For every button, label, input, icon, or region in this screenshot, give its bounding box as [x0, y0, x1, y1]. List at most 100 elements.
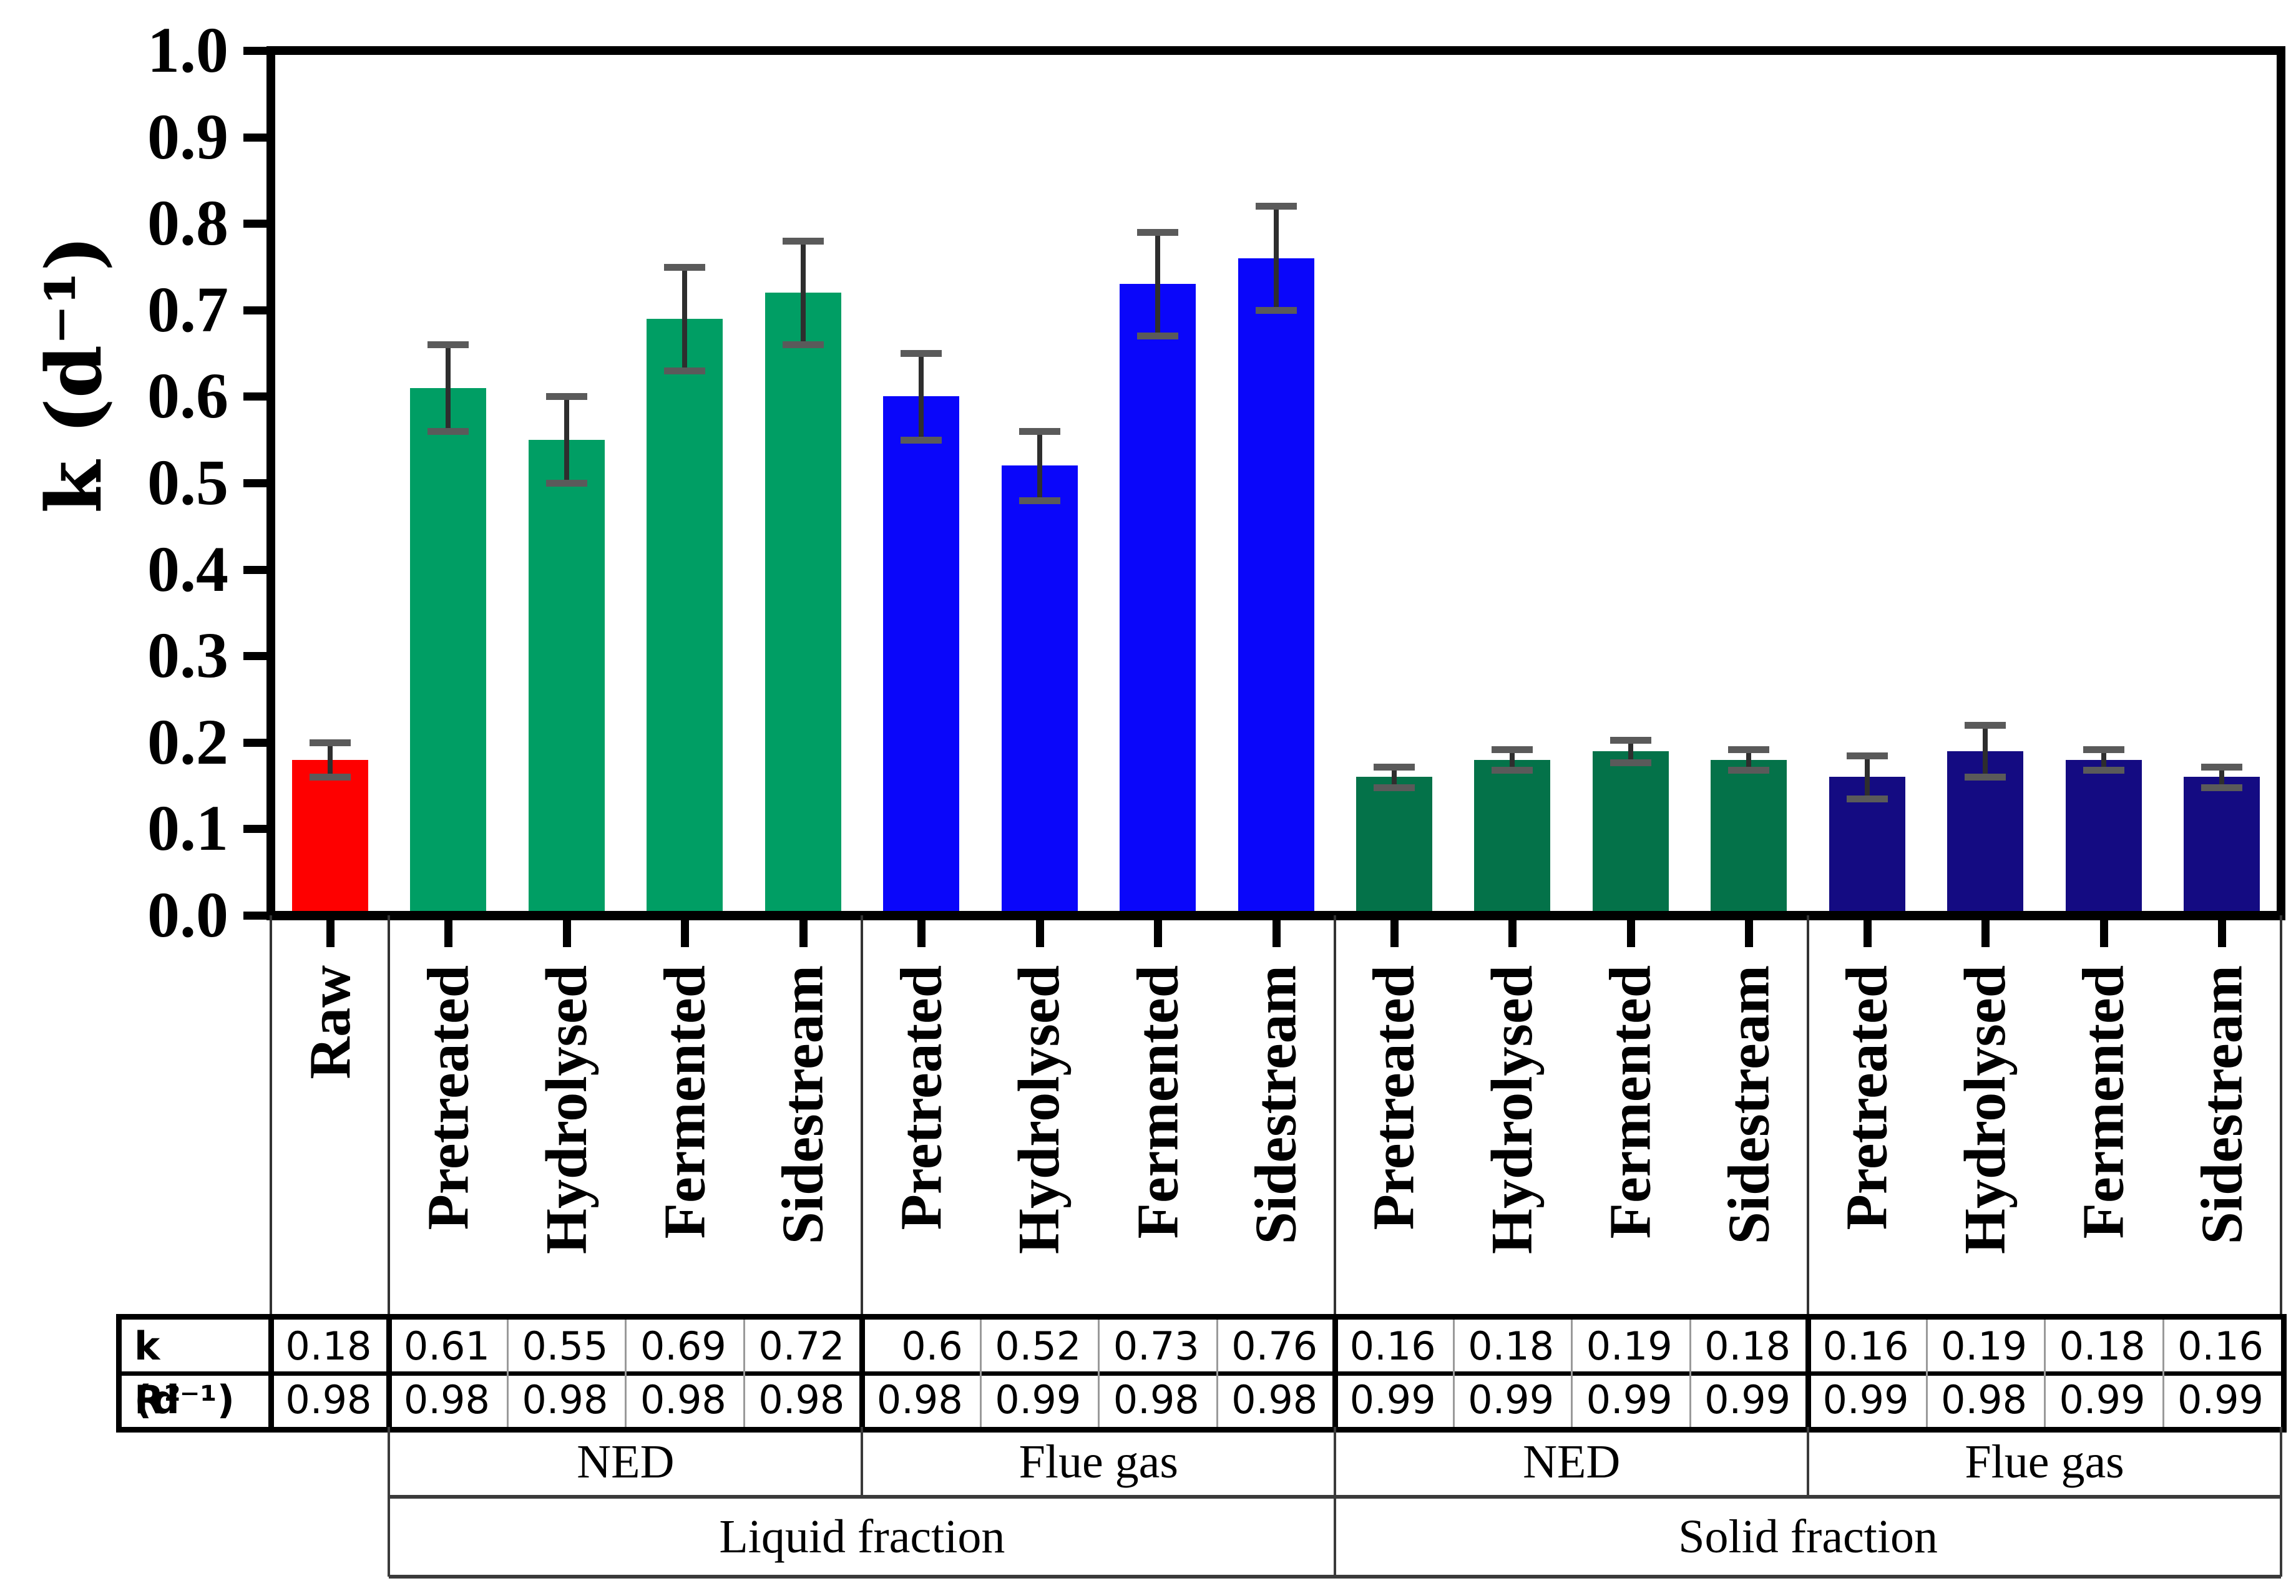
- error-bar-whisker: [446, 344, 451, 431]
- table-cell-border: [625, 1320, 627, 1427]
- x-axis-tick: [2218, 920, 2227, 947]
- error-bar-whisker: [1155, 232, 1161, 336]
- table-cell-border: [1689, 1320, 1691, 1427]
- x-axis-category-text: Pretreated: [889, 965, 954, 1230]
- y-axis-tick: [243, 565, 271, 574]
- table-group-border: [859, 1320, 866, 1427]
- y-axis-tick-label: 0.3: [147, 620, 228, 692]
- x-axis-tick: [681, 920, 690, 947]
- error-bar-whisker: [2101, 749, 2106, 771]
- table-cell-value: 0.99: [1349, 1377, 1436, 1423]
- x-axis-tick: [1508, 920, 1517, 947]
- table-cell-value: 0.98: [640, 1377, 726, 1423]
- table-cell-value: 0.99: [1586, 1377, 1673, 1423]
- error-bar-cap-top: [664, 263, 706, 271]
- x-axis-category-text: Raw: [297, 965, 363, 1079]
- x-axis-category-text: Pretreated: [416, 965, 481, 1230]
- table-cell-border: [2162, 1320, 2164, 1427]
- table-cell-value: 0.16: [2177, 1323, 2264, 1369]
- table-cell-value: 0.18: [1468, 1323, 1555, 1369]
- error-bar-cap-bottom: [309, 774, 351, 781]
- x-axis-category-text: Fermented: [2071, 965, 2136, 1239]
- table-cell-value: 0.18: [1704, 1323, 1791, 1369]
- x-axis-category-text: Sidestream: [1716, 965, 1782, 1245]
- error-bar-cap-bottom: [1492, 767, 1533, 774]
- table-cell-value: 0.99: [1822, 1377, 1909, 1423]
- bar: [883, 396, 960, 915]
- plot-right-spine: [2277, 46, 2285, 920]
- error-bar-cap-top: [1965, 722, 2006, 729]
- error-bar-cap-bottom: [664, 367, 706, 374]
- table-cell-value: 0.98: [1231, 1377, 1318, 1423]
- table-cell-border: [1571, 1320, 1573, 1427]
- error-bar-cap-top: [1610, 736, 1651, 744]
- bar: [528, 439, 605, 915]
- group-row-border: [861, 1427, 864, 1497]
- y-axis-tick-label: 0.4: [147, 533, 228, 605]
- error-bar-whisker: [919, 353, 924, 440]
- x-axis-tick: [1390, 920, 1399, 947]
- error-bar-cap-top: [2083, 746, 2124, 753]
- error-bar-cap-top: [1255, 203, 1297, 210]
- y-axis-tick: [243, 133, 271, 142]
- table-row-header: R²: [134, 1377, 181, 1423]
- bar: [765, 293, 841, 915]
- table-cell-value: 0.19: [1941, 1323, 2028, 1369]
- x-axis-category-text: Hydrolysed: [1480, 965, 1545, 1255]
- x-axis-tick: [1035, 920, 1044, 947]
- x-axis-category-text: Hydrolysed: [1007, 965, 1072, 1255]
- y-axis-tick: [243, 47, 271, 55]
- error-bar-cap-top: [1137, 229, 1179, 236]
- table-cell-border: [1098, 1320, 1100, 1427]
- x-axis-tick: [917, 920, 926, 947]
- table-cell-value: 0.76: [1231, 1323, 1318, 1369]
- table-cell-value: 0.16: [1822, 1323, 1909, 1369]
- group-row-border: [2280, 1427, 2282, 1497]
- table-outer-border: [116, 1314, 2287, 1433]
- y-axis-tick: [243, 392, 271, 401]
- table-group-border: [386, 1320, 393, 1427]
- error-bar-cap-bottom: [1965, 774, 2006, 781]
- x-axis-category-text: Pretreated: [1834, 965, 1900, 1230]
- error-bar-cap-bottom: [2201, 784, 2243, 791]
- table-cell-value: 0.18: [2059, 1323, 2146, 1369]
- error-bar-whisker: [1273, 206, 1279, 310]
- fraction-row-border: [2280, 1497, 2282, 1577]
- y-axis-tick-label: 0.1: [147, 792, 228, 865]
- error-bar-whisker: [564, 396, 569, 483]
- x-axis-category-text: Fermented: [1598, 965, 1663, 1239]
- error-bar-cap-top: [2201, 763, 2243, 771]
- bar: [1001, 465, 1078, 915]
- error-bar-whisker: [2219, 766, 2225, 787]
- table-cell-value: 0.61: [403, 1323, 490, 1369]
- x-axis-tick: [326, 920, 335, 947]
- y-axis-tick: [243, 306, 271, 314]
- x-axis-tick: [1272, 920, 1281, 947]
- error-bar-cap-top: [309, 739, 351, 746]
- error-bar-cap-bottom: [1137, 333, 1179, 340]
- error-bar-cap-top: [901, 350, 942, 358]
- table-cell-value: 0.72: [758, 1323, 845, 1369]
- y-axis-tick: [243, 652, 271, 661]
- table-row-header: k (d⁻¹): [134, 1323, 235, 1423]
- x-axis-tick: [1981, 920, 1990, 947]
- group-row-border: [388, 1427, 391, 1497]
- column-separator-line: [861, 915, 864, 1320]
- error-bar-cap-bottom: [1610, 759, 1651, 766]
- error-bar-cap-bottom: [1373, 784, 1415, 791]
- fraction-row-bottom-border: [389, 1575, 2281, 1579]
- error-bar-whisker: [1628, 739, 1633, 762]
- y-axis-tick-label: 0.2: [147, 706, 228, 778]
- table-cell-value: 0.69: [640, 1323, 726, 1369]
- y-axis-tick: [243, 220, 271, 228]
- treatment-group-label: NED: [577, 1436, 675, 1488]
- table-cell-value: 0.98: [522, 1377, 608, 1423]
- x-axis-tick: [1154, 920, 1163, 947]
- y-axis-tick: [243, 479, 271, 487]
- error-bar-whisker: [1983, 725, 1988, 777]
- table-cell-border: [506, 1320, 509, 1427]
- error-bar-cap-bottom: [545, 480, 587, 487]
- x-axis-category-text: Fermented: [1125, 965, 1191, 1239]
- y-axis-tick-label: 1.0: [147, 14, 228, 86]
- table-cell-value: 0.99: [2059, 1377, 2146, 1423]
